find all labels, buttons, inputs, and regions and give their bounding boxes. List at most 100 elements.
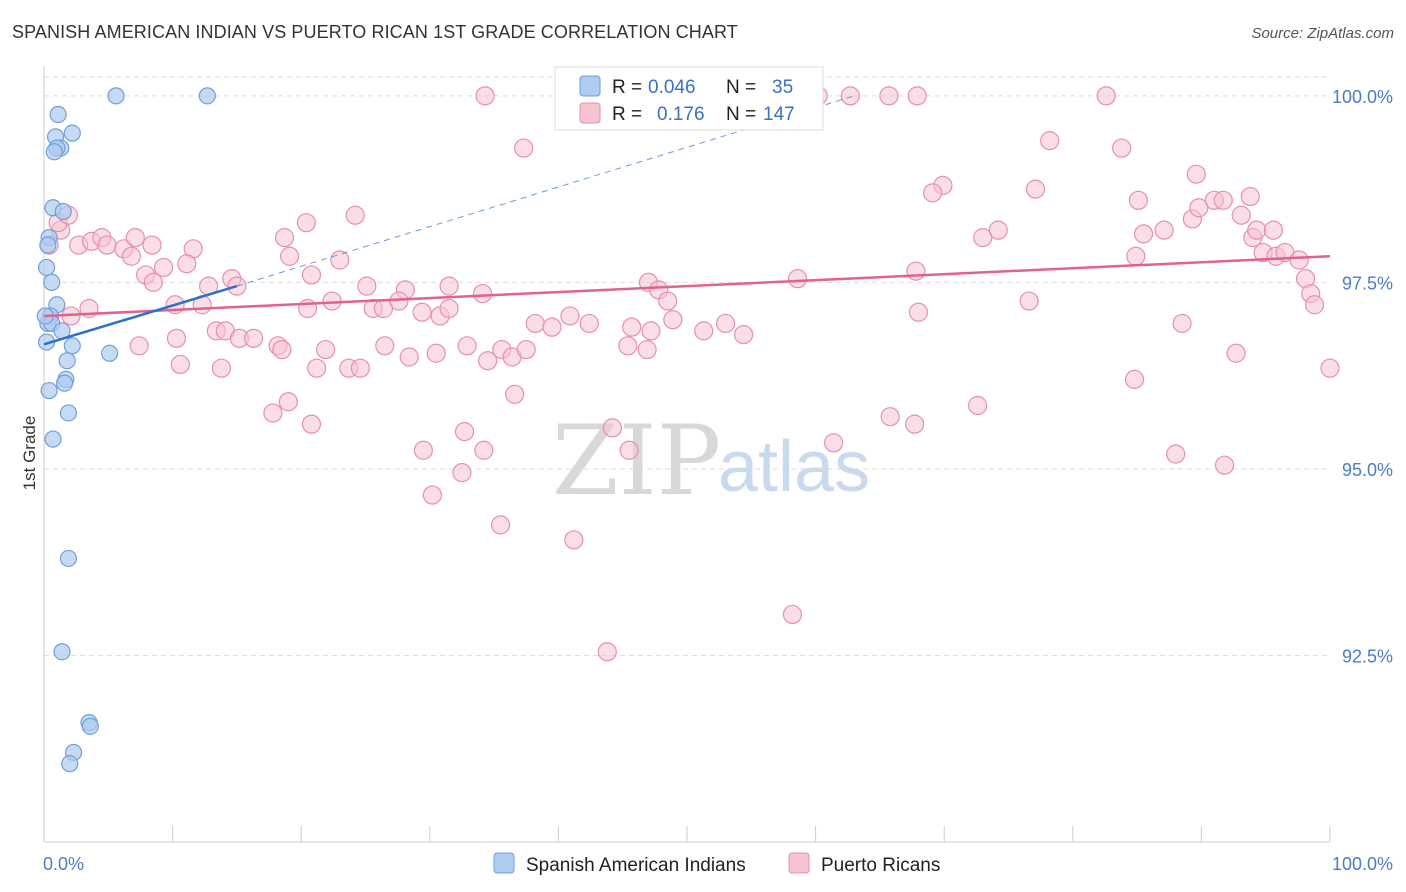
trend-layer xyxy=(43,95,1331,346)
x-tick-label-max: 100.0% xyxy=(1332,854,1393,874)
puerto-rican-point xyxy=(824,433,844,453)
puerto-rican-point xyxy=(516,339,536,360)
puerto-rican-point xyxy=(1154,220,1174,240)
puerto-rican-point xyxy=(263,403,283,423)
y-tick-label: 95.0% xyxy=(1342,460,1393,480)
x-tick-label-min: 0.0% xyxy=(43,854,84,874)
puerto-rican-point xyxy=(905,414,925,434)
spanish-american-indian-point xyxy=(107,87,125,105)
puerto-rican-point xyxy=(637,339,657,360)
puerto-rican-point xyxy=(1214,455,1235,475)
puerto-rican-point xyxy=(1263,220,1284,240)
puerto-rican-point xyxy=(472,283,493,304)
series-legend-swatch-pink xyxy=(788,852,810,874)
spanish-american-indian-point xyxy=(61,755,79,773)
puerto-rican-point xyxy=(1320,358,1340,378)
puerto-rican-point xyxy=(733,325,754,345)
puerto-rican-point xyxy=(1166,444,1186,464)
puerto-rican-point xyxy=(1096,86,1116,106)
puerto-rican-point xyxy=(505,384,525,404)
legend-swatch-blue xyxy=(579,75,601,97)
puerto-rican-point xyxy=(787,269,808,289)
legend-n-value-blue: 35 xyxy=(772,77,793,98)
pink-trend-line xyxy=(43,255,1331,318)
puerto-rican-point xyxy=(1124,369,1145,389)
spanish-american-indian-point xyxy=(45,143,63,161)
legend-r-label-blue: R = xyxy=(612,77,642,98)
y-axis-title: 1st Grade xyxy=(20,416,39,491)
puerto-rican-point xyxy=(1289,250,1309,270)
series-legend-label-pink: Puerto Ricans xyxy=(821,855,940,876)
puerto-rican-point xyxy=(880,407,900,427)
puerto-rican-point xyxy=(129,336,149,356)
puerto-rican-point xyxy=(296,213,316,233)
puerto-rican-point xyxy=(1112,138,1132,158)
puerto-rican-point xyxy=(1025,179,1046,199)
puerto-rican-point xyxy=(301,265,322,285)
legend-swatch-pink xyxy=(579,102,601,124)
puerto-rican-point xyxy=(177,254,197,274)
puerto-rican-point xyxy=(307,358,327,378)
legend-r-label-pink: R = xyxy=(612,104,642,125)
spanish-american-indian-point xyxy=(37,258,56,277)
source-text: Source: ZipAtlas.com xyxy=(1251,25,1394,42)
puerto-rican-point xyxy=(968,395,988,416)
spanish-american-indian-point xyxy=(55,374,74,392)
puerto-rican-point xyxy=(278,392,298,412)
puerto-rican-point xyxy=(121,246,142,266)
puerto-rican-point xyxy=(1172,313,1192,334)
puerto-rican-point xyxy=(514,138,534,158)
puerto-rican-point xyxy=(170,354,190,375)
y-tick-labels: 100.0% 97.5% 95.0% 92.5% xyxy=(1332,87,1393,667)
puerto-rican-point xyxy=(525,313,545,334)
series-legend-swatch-blue xyxy=(493,852,515,874)
puerto-rican-point xyxy=(879,86,899,106)
puerto-rican-point xyxy=(641,321,661,341)
stats-legend: R = 0.046 N = 35 R = 0.176 N = 147 xyxy=(554,66,824,131)
puerto-rican-point xyxy=(715,313,736,334)
puerto-rican-point xyxy=(782,604,803,625)
axis-layer xyxy=(43,66,1331,843)
spanish-american-indian-point xyxy=(49,105,67,124)
puerto-rican-point xyxy=(658,291,678,311)
puerto-rican-point xyxy=(840,86,860,106)
puerto-rican-point xyxy=(1231,205,1251,225)
grid-layer xyxy=(44,76,1330,656)
puerto-rican-point xyxy=(474,440,494,460)
spanish-american-indian-point xyxy=(198,87,216,105)
puerto-rican-point xyxy=(375,336,395,356)
spanish-american-indian-point xyxy=(40,381,58,400)
y-tick-label: 100.0% xyxy=(1332,87,1393,107)
puerto-rican-point xyxy=(1040,131,1060,151)
puerto-rican-point xyxy=(439,276,459,296)
series-legend-label-blue: Spanish American Indians xyxy=(526,855,746,876)
spanish-american-indian-point xyxy=(44,430,62,448)
spanish-american-indian-point xyxy=(39,236,57,254)
puerto-rican-point xyxy=(564,530,584,550)
puerto-rican-point xyxy=(143,272,163,292)
puerto-rican-point xyxy=(542,317,562,337)
puerto-rican-point xyxy=(125,228,145,248)
puerto-rican-point xyxy=(1304,295,1325,315)
legend-r-value-pink: 0.176 xyxy=(657,104,705,125)
puerto-rican-point xyxy=(211,358,232,378)
series-legend: Spanish American Indians Puerto Ricans xyxy=(493,852,940,876)
puerto-rican-point xyxy=(475,86,495,106)
puerto-rican-point xyxy=(1189,198,1209,218)
puerto-rican-point xyxy=(694,321,714,341)
puerto-rican-point xyxy=(1213,190,1233,210)
puerto-rican-points xyxy=(39,86,1340,662)
blue-trend-line xyxy=(43,284,238,346)
puerto-rican-point xyxy=(452,463,472,483)
puerto-rican-point xyxy=(602,418,623,438)
puerto-rican-point xyxy=(439,298,459,319)
puerto-rican-point xyxy=(97,235,117,255)
spanish-american-indian-points xyxy=(36,87,216,773)
puerto-rican-point xyxy=(478,351,498,371)
puerto-rican-point xyxy=(454,422,475,442)
spanish-american-indian-point xyxy=(53,643,71,661)
legend-n-label-pink: N = xyxy=(726,104,756,125)
puerto-rican-point xyxy=(618,336,638,356)
y-tick-label: 97.5% xyxy=(1342,273,1393,293)
puerto-rican-point xyxy=(579,313,599,334)
